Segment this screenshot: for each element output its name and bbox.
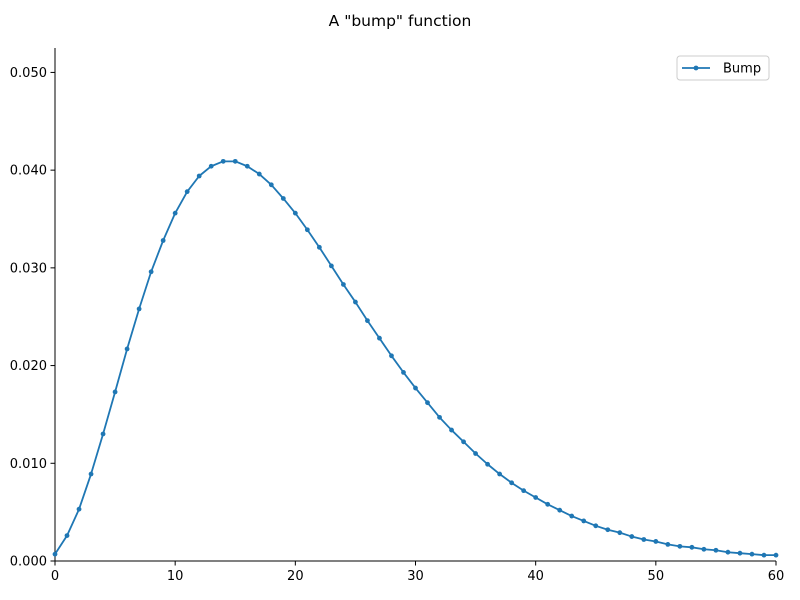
data-point bbox=[593, 523, 599, 529]
data-point bbox=[761, 552, 767, 558]
series-group bbox=[52, 158, 779, 558]
data-point bbox=[377, 335, 382, 341]
y-tick-label: 0.010 bbox=[10, 457, 47, 472]
data-point bbox=[545, 501, 551, 507]
axes: 0 10 20 30 40 50 60 0.000 0.010 0.020 0.030 0.040 0.… bbox=[10, 48, 784, 584]
data-point bbox=[316, 244, 322, 250]
y-tick-label: 0.020 bbox=[10, 359, 47, 374]
data-point bbox=[449, 427, 454, 433]
data-point bbox=[509, 480, 515, 486]
data-point bbox=[569, 513, 575, 519]
data-point bbox=[749, 551, 755, 557]
data-point bbox=[701, 546, 707, 552]
data-point bbox=[773, 552, 779, 558]
x-tick-label: 10 bbox=[167, 569, 184, 584]
data-point bbox=[208, 163, 214, 169]
data-point bbox=[425, 400, 430, 406]
y-tick-label: 0.040 bbox=[10, 164, 47, 179]
data-point bbox=[437, 414, 442, 420]
x-tick-label: 40 bbox=[527, 569, 544, 584]
legend: Bump bbox=[676, 55, 770, 81]
data-point bbox=[220, 158, 226, 164]
data-point bbox=[713, 547, 719, 553]
data-point bbox=[64, 533, 70, 538]
x-tick-label: 0 bbox=[51, 569, 59, 584]
data-point bbox=[88, 471, 94, 477]
data-point bbox=[353, 299, 358, 305]
data-point bbox=[497, 471, 503, 477]
data-point bbox=[413, 385, 418, 391]
x-tick-label: 50 bbox=[648, 569, 665, 584]
data-point bbox=[100, 431, 106, 437]
data-point bbox=[365, 318, 370, 324]
legend-box bbox=[676, 55, 770, 81]
data-point bbox=[244, 163, 250, 169]
y-tick-label: 0.030 bbox=[10, 261, 47, 276]
data-point bbox=[148, 269, 154, 275]
data-point bbox=[725, 549, 731, 555]
data-point bbox=[124, 346, 130, 352]
data-point bbox=[232, 158, 238, 164]
chart-title: A "bump" function bbox=[329, 12, 472, 30]
data-point bbox=[256, 171, 262, 177]
data-point bbox=[76, 506, 82, 512]
data-point bbox=[665, 541, 671, 547]
data-point bbox=[605, 527, 611, 533]
y-tick-label: 0.050 bbox=[10, 66, 47, 81]
legend-swatch-marker bbox=[693, 65, 699, 71]
data-point bbox=[280, 196, 286, 201]
data-point bbox=[461, 439, 466, 445]
data-point bbox=[184, 189, 190, 195]
data-point bbox=[677, 543, 683, 549]
data-point bbox=[629, 534, 635, 539]
x-tick-label: 20 bbox=[287, 569, 304, 584]
data-point bbox=[737, 550, 743, 556]
data-point bbox=[557, 507, 563, 513]
data-point bbox=[196, 173, 202, 179]
x-tick-label: 60 bbox=[768, 569, 785, 584]
legend-label: Bump bbox=[723, 62, 761, 77]
data-point bbox=[473, 451, 478, 456]
data-point bbox=[304, 227, 310, 233]
data-point bbox=[268, 182, 274, 188]
data-point bbox=[521, 488, 527, 494]
data-point bbox=[328, 263, 334, 269]
data-point bbox=[653, 539, 659, 544]
y-tick-label: 0.000 bbox=[10, 555, 47, 570]
data-point bbox=[292, 210, 298, 216]
data-point bbox=[52, 551, 58, 557]
x-tick-label: 30 bbox=[407, 569, 424, 584]
data-point bbox=[112, 389, 118, 395]
data-point bbox=[533, 495, 539, 500]
data-point bbox=[689, 544, 695, 550]
data-point bbox=[136, 306, 142, 312]
data-point bbox=[160, 238, 166, 243]
data-point bbox=[172, 210, 178, 216]
data-point bbox=[389, 353, 394, 359]
data-point bbox=[485, 461, 490, 467]
data-point bbox=[341, 282, 346, 287]
data-point bbox=[641, 537, 647, 542]
data-point bbox=[581, 518, 587, 524]
data-point bbox=[617, 530, 623, 536]
data-point bbox=[401, 370, 406, 375]
